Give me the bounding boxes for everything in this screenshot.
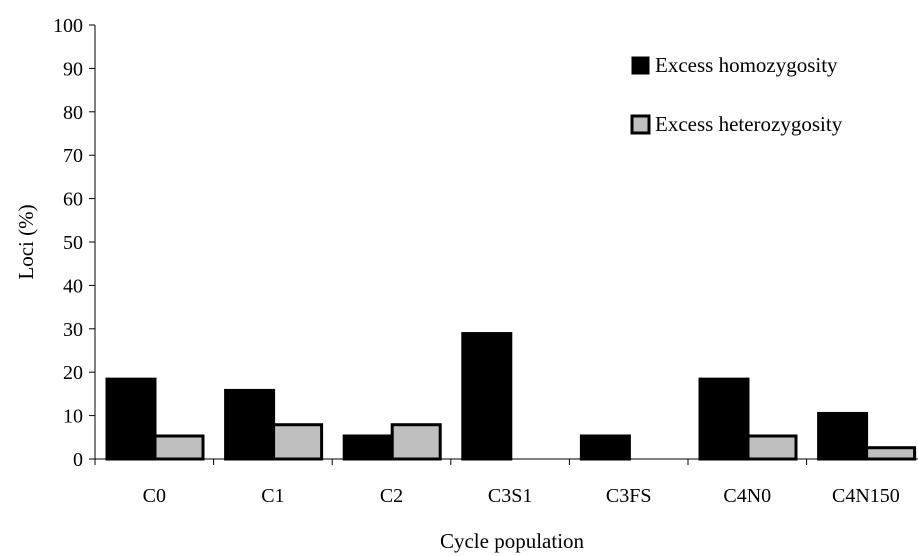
bars-layer [105, 332, 917, 461]
x-tick-label: C1 [261, 485, 284, 507]
y-tick-label: 90 [63, 58, 83, 80]
legend-label-homozygosity: Excess homozygosity [655, 53, 838, 77]
y-tick-label: 20 [63, 362, 83, 384]
bar-homozygosity [224, 388, 276, 461]
x-tick-label: C4N0 [723, 485, 771, 507]
bar-homozygosity [105, 377, 157, 461]
y-tick-label: 100 [53, 15, 83, 37]
x-tick-label: C0 [143, 485, 166, 507]
bar-homozygosity [461, 332, 513, 461]
x-axis-ticks: C0 C1 C2 C3S1 C3FS C4N0 C4N150 [94, 459, 900, 507]
y-axis-ticks: 0 10 20 30 40 50 60 70 80 90 100 [53, 15, 95, 471]
x-tick-label: C4N150 [832, 485, 900, 507]
y-tick-label: 30 [63, 319, 83, 341]
legend-label-heterozygosity: Excess heterozygosity [655, 112, 843, 136]
y-tick-label: 10 [63, 406, 83, 428]
y-tick-label: 40 [63, 275, 83, 297]
y-tick-label: 80 [63, 102, 83, 124]
y-tick-label: 60 [63, 189, 83, 211]
legend: Excess homozygosity Excess heterozygosity [630, 53, 843, 136]
legend-swatch-homozygosity [631, 56, 650, 75]
y-tick-label: 0 [73, 449, 83, 471]
legend-swatch-heterozygosity [630, 114, 651, 135]
bar-heterozygosity [272, 423, 324, 461]
bar-homozygosity [817, 411, 869, 461]
x-tick-label: C3FS [606, 485, 652, 507]
bar-heterozygosity [746, 434, 798, 461]
bar-homozygosity [342, 434, 394, 461]
bar-heterozygosity [865, 446, 917, 461]
x-axis-title: Cycle population [440, 529, 585, 553]
y-tick-label: 50 [63, 232, 83, 254]
x-tick-label: C3S1 [488, 485, 532, 507]
x-tick-label: C2 [380, 485, 403, 507]
y-axis-title: Loci (%) [14, 204, 38, 279]
bar-heterozygosity [153, 434, 205, 461]
bar-heterozygosity [390, 423, 442, 461]
y-tick-label: 70 [63, 145, 83, 167]
bar-homozygosity [579, 434, 631, 461]
bar-homozygosity [698, 377, 750, 461]
